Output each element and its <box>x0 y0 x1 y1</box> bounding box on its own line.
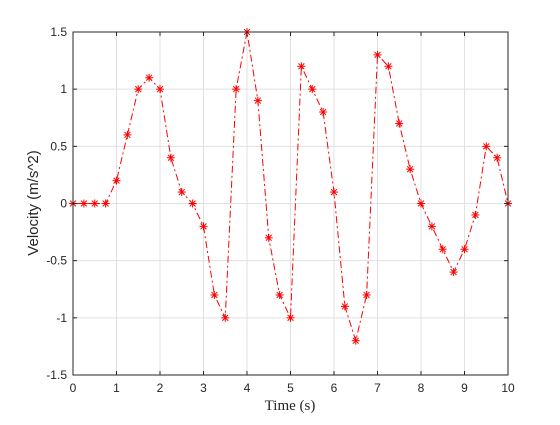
x-tick-label: 0 <box>70 381 77 395</box>
x-tick-label: 4 <box>244 381 251 395</box>
data-point <box>373 50 382 59</box>
data-point <box>471 210 480 219</box>
data-point <box>264 233 273 242</box>
data-point <box>308 85 317 94</box>
x-tick-label: 1 <box>113 381 120 395</box>
data-point <box>134 85 143 94</box>
data-point <box>297 62 306 71</box>
data-point <box>427 222 436 231</box>
y-tick-label: 0.5 <box>50 139 67 153</box>
y-tick-label: -1 <box>56 311 67 325</box>
data-point <box>253 96 262 105</box>
data-point <box>493 153 502 162</box>
data-point <box>101 199 110 208</box>
tick-labels: 0 1 2 3 4 5 6 7 8 9 10 -1.5 -1 -0.5 0 0.5 1 1.5 <box>46 25 515 395</box>
x-axis-title: Time (s) <box>265 398 316 414</box>
x-tick-label: 7 <box>374 381 381 395</box>
y-tick-label: -1.5 <box>46 368 67 382</box>
x-tick-label: 9 <box>461 381 468 395</box>
ticks <box>72 31 509 376</box>
data-point <box>177 188 186 197</box>
data-point <box>275 290 284 299</box>
data-point <box>286 313 295 322</box>
data-point <box>221 313 230 322</box>
x-tick-label: 5 <box>287 381 294 395</box>
data-point <box>210 290 219 299</box>
data-point <box>166 153 175 162</box>
x-tick-label: 2 <box>157 381 164 395</box>
series-line <box>73 31 509 343</box>
y-tick-label: -0.5 <box>46 254 67 268</box>
series-layer <box>73 31 509 343</box>
data-point <box>362 290 371 299</box>
data-point <box>449 268 458 277</box>
data-point <box>232 85 241 94</box>
data-point <box>188 199 197 208</box>
data-point <box>460 245 469 254</box>
data-point <box>90 199 99 208</box>
data-point <box>112 176 121 185</box>
x-tick-label: 3 <box>200 381 207 395</box>
data-point <box>438 245 447 254</box>
data-point <box>319 108 328 117</box>
data-point <box>79 199 88 208</box>
data-point <box>406 165 415 174</box>
data-point <box>199 222 208 231</box>
y-tick-label: 1 <box>60 82 67 96</box>
data-point <box>330 188 338 197</box>
data-point <box>340 302 349 311</box>
x-tick-label: 6 <box>331 381 338 395</box>
data-point <box>145 73 154 82</box>
y-tick-label: 0 <box>60 197 67 211</box>
data-point <box>156 85 164 94</box>
data-point <box>123 130 132 139</box>
data-point <box>482 142 491 151</box>
data-point <box>395 119 404 128</box>
data-point <box>384 62 393 71</box>
y-tick-label: 1.5 <box>50 25 67 39</box>
data-point <box>417 199 425 208</box>
x-tick-label: 8 <box>418 381 425 395</box>
y-axis-title: Velocity (m/s^2) <box>25 150 42 255</box>
data-point <box>351 336 360 345</box>
x-tick-label: 10 <box>501 381 515 395</box>
